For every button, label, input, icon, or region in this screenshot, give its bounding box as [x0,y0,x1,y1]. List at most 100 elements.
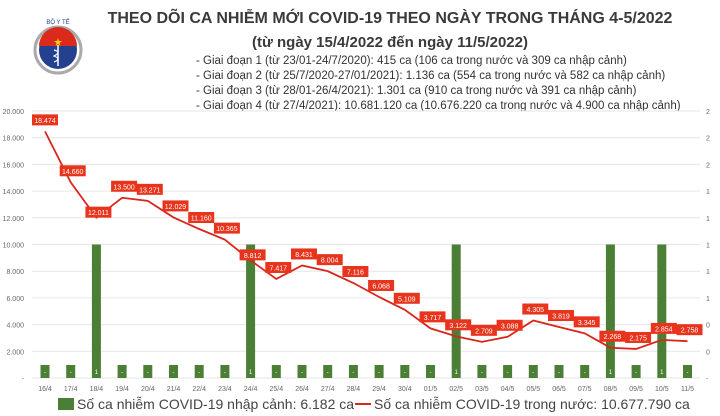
import-bar-label: - [430,370,432,376]
import-bar [554,365,564,378]
import-bar [91,244,101,378]
x-tick-label: 17/4 [64,386,78,393]
import-bar-label: - [635,370,637,376]
x-tick-label: 08/5 [604,386,618,393]
x-tick-label: 10/5 [655,386,669,393]
import-bar-label: - [532,370,534,376]
data-label-box [470,324,497,336]
data-label: 13.500 [113,184,135,191]
import-bar [220,365,230,378]
data-label-box [393,292,420,304]
import-bar [683,365,692,378]
import-bar [605,244,615,378]
domestic-line [44,130,688,350]
svg-text:BỘ Y TẾ: BỘ Y TẾ [46,19,69,26]
data-label: 3.088 [501,323,519,330]
import-bar [374,365,384,378]
x-tick-label: 25/4 [269,386,283,393]
data-label: 5.109 [398,296,416,303]
import-bar [194,365,204,378]
chart-subtitle: (từ ngày 15/4/2022 đến ngày 11/5/2022) [251,34,528,51]
x-tick-label: 09/5 [629,386,643,393]
data-label: 3.345 [578,320,596,327]
y-tick-label: 10.000 [3,243,25,250]
y-tick-label: 14.000 [3,189,25,196]
x-tick-label: 04/5 [501,386,515,393]
x-tick-label: 02/5 [449,386,463,393]
import-bar [40,365,50,378]
data-label: 10.365 [216,226,238,233]
import-bar [323,365,333,378]
data-label-box [188,212,215,224]
import-bar-label: - [224,370,226,376]
data-label-box [162,200,189,212]
x-tick-label: 06/5 [552,386,566,393]
y-tick-label: 6.000 [6,296,24,303]
import-bar-label: - [558,370,560,376]
import-bar-label: 1 [660,370,664,376]
data-label-box [265,261,292,273]
data-label: 11.160 [191,216,212,223]
import-bar [477,365,487,378]
import-bar [246,244,256,378]
x-tick-label: 03/5 [475,386,489,393]
data-label-box [213,222,240,234]
data-label: 3.717 [424,315,442,322]
x-tick-label: 24/4 [244,386,258,393]
x-tick-label: 01/5 [424,386,438,393]
x-tick-label: 23/4 [218,386,232,393]
data-label: 8.431 [295,252,313,259]
data-label-box [368,279,395,291]
import-bar-label: - [507,370,509,376]
import-bar-label: - [173,370,175,376]
chart-title: THEO DÕI CA NHIỄM MỚI COVID-19 THEO NGÀY… [107,10,673,27]
data-label-box [650,322,677,334]
y-tick-label: 18.000 [3,136,25,143]
data-label-box [85,206,112,218]
x-tick-label: 29/4 [372,386,386,393]
data-label-box [32,114,58,126]
data-label: 12.011 [88,210,109,217]
data-label: 2.268 [604,334,622,341]
import-bar-label: - [121,370,123,376]
x-tick-label: 22/4 [192,386,206,393]
import-bar-label: - [687,370,689,376]
y2-tick-label: 0 [706,323,710,330]
import-bar-label: - [327,370,329,376]
x-tick-label: 20/4 [141,386,155,393]
y2-tick-label: 1 [706,216,710,223]
import-bar-label: 1 [455,370,459,376]
x-tick-label: 19/4 [115,386,129,393]
data-label-box [136,183,163,195]
y-tick-label: 20.000 [3,109,25,116]
y2-tick-label: 1 [706,269,710,276]
chart-plot: - 2.000 4.000 6.000 8.000 10.000 12.000 14.000 1… [3,109,710,393]
data-label: 2.709 [475,328,493,335]
import-bar [117,365,127,378]
data-label-box [59,165,86,177]
y-tick-label: - [22,376,25,383]
data-label-box [676,324,703,336]
data-label: 6.068 [372,283,390,290]
import-bar-label: 1 [609,370,613,376]
y-tick-label: 16.000 [3,162,25,169]
data-label: 2.854 [655,326,673,333]
import-bar-label: - [584,370,586,376]
import-bar [348,365,358,378]
y2-tick-label: 1 [706,243,710,250]
x-tick-label: 30/4 [398,386,412,393]
data-label: 2.175 [629,335,647,342]
import-bar [271,365,281,378]
legend-domestic: Số ca nhiễm COVID-19 trong nước: 10.677.… [355,396,690,412]
data-label-box [342,266,369,278]
y-tick-label: 2.000 [6,349,24,356]
import-bar-label: - [352,370,354,376]
data-label-box [316,254,343,266]
note-phase-3: - Giai đoạn 3 (từ 28/01-26/4/2021): 1.30… [196,85,637,97]
note-phase-4: - Giai đoạn 4 (từ 27/4/2021): 10.681.120… [196,100,681,112]
note-phase-1: - Giai đoạn 1 (từ 23/01-24/7/2020): 415 … [196,55,627,67]
y2-tick-label: 1 [706,296,710,303]
import-bar-label: - [198,370,200,376]
data-label: 8.812 [244,253,262,260]
import-bar [426,365,435,378]
